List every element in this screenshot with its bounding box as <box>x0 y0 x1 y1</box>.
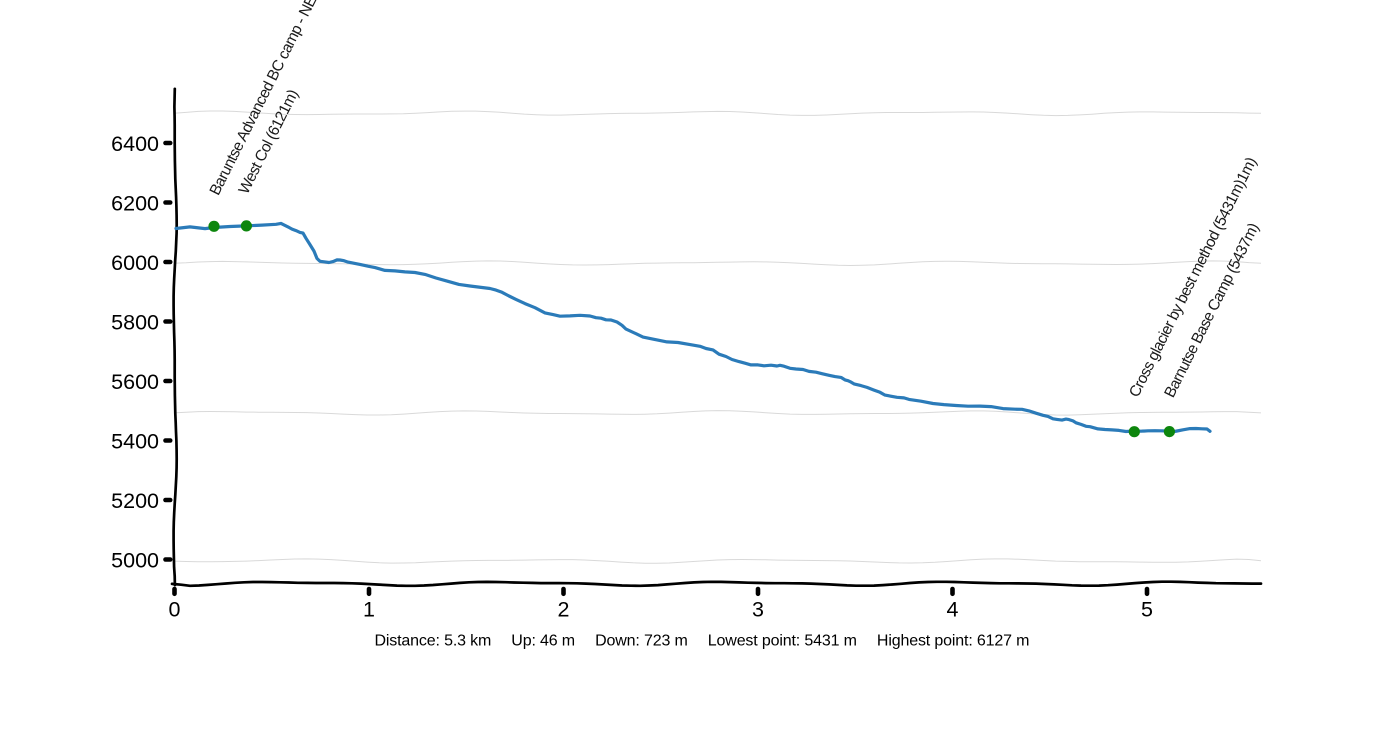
svg-text:6000: 6000 <box>111 251 159 275</box>
svg-text:5200: 5200 <box>111 489 159 513</box>
svg-text:5600: 5600 <box>111 370 159 394</box>
svg-text:Distance: 5.3 km Up: 46 m Do: Distance: 5.3 km Up: 46 m Down: 723 m Lo… <box>375 633 1030 650</box>
svg-text:5400: 5400 <box>111 429 159 453</box>
svg-text:5800: 5800 <box>111 310 159 334</box>
svg-text:6400: 6400 <box>111 132 159 156</box>
svg-text:4: 4 <box>947 598 959 622</box>
svg-text:2: 2 <box>558 598 570 622</box>
svg-text:5: 5 <box>1141 598 1153 622</box>
svg-text:6200: 6200 <box>111 191 159 215</box>
svg-text:0: 0 <box>169 598 181 622</box>
svg-text:3: 3 <box>752 598 764 622</box>
svg-text:1: 1 <box>363 598 375 622</box>
svg-text:5000: 5000 <box>111 548 159 572</box>
